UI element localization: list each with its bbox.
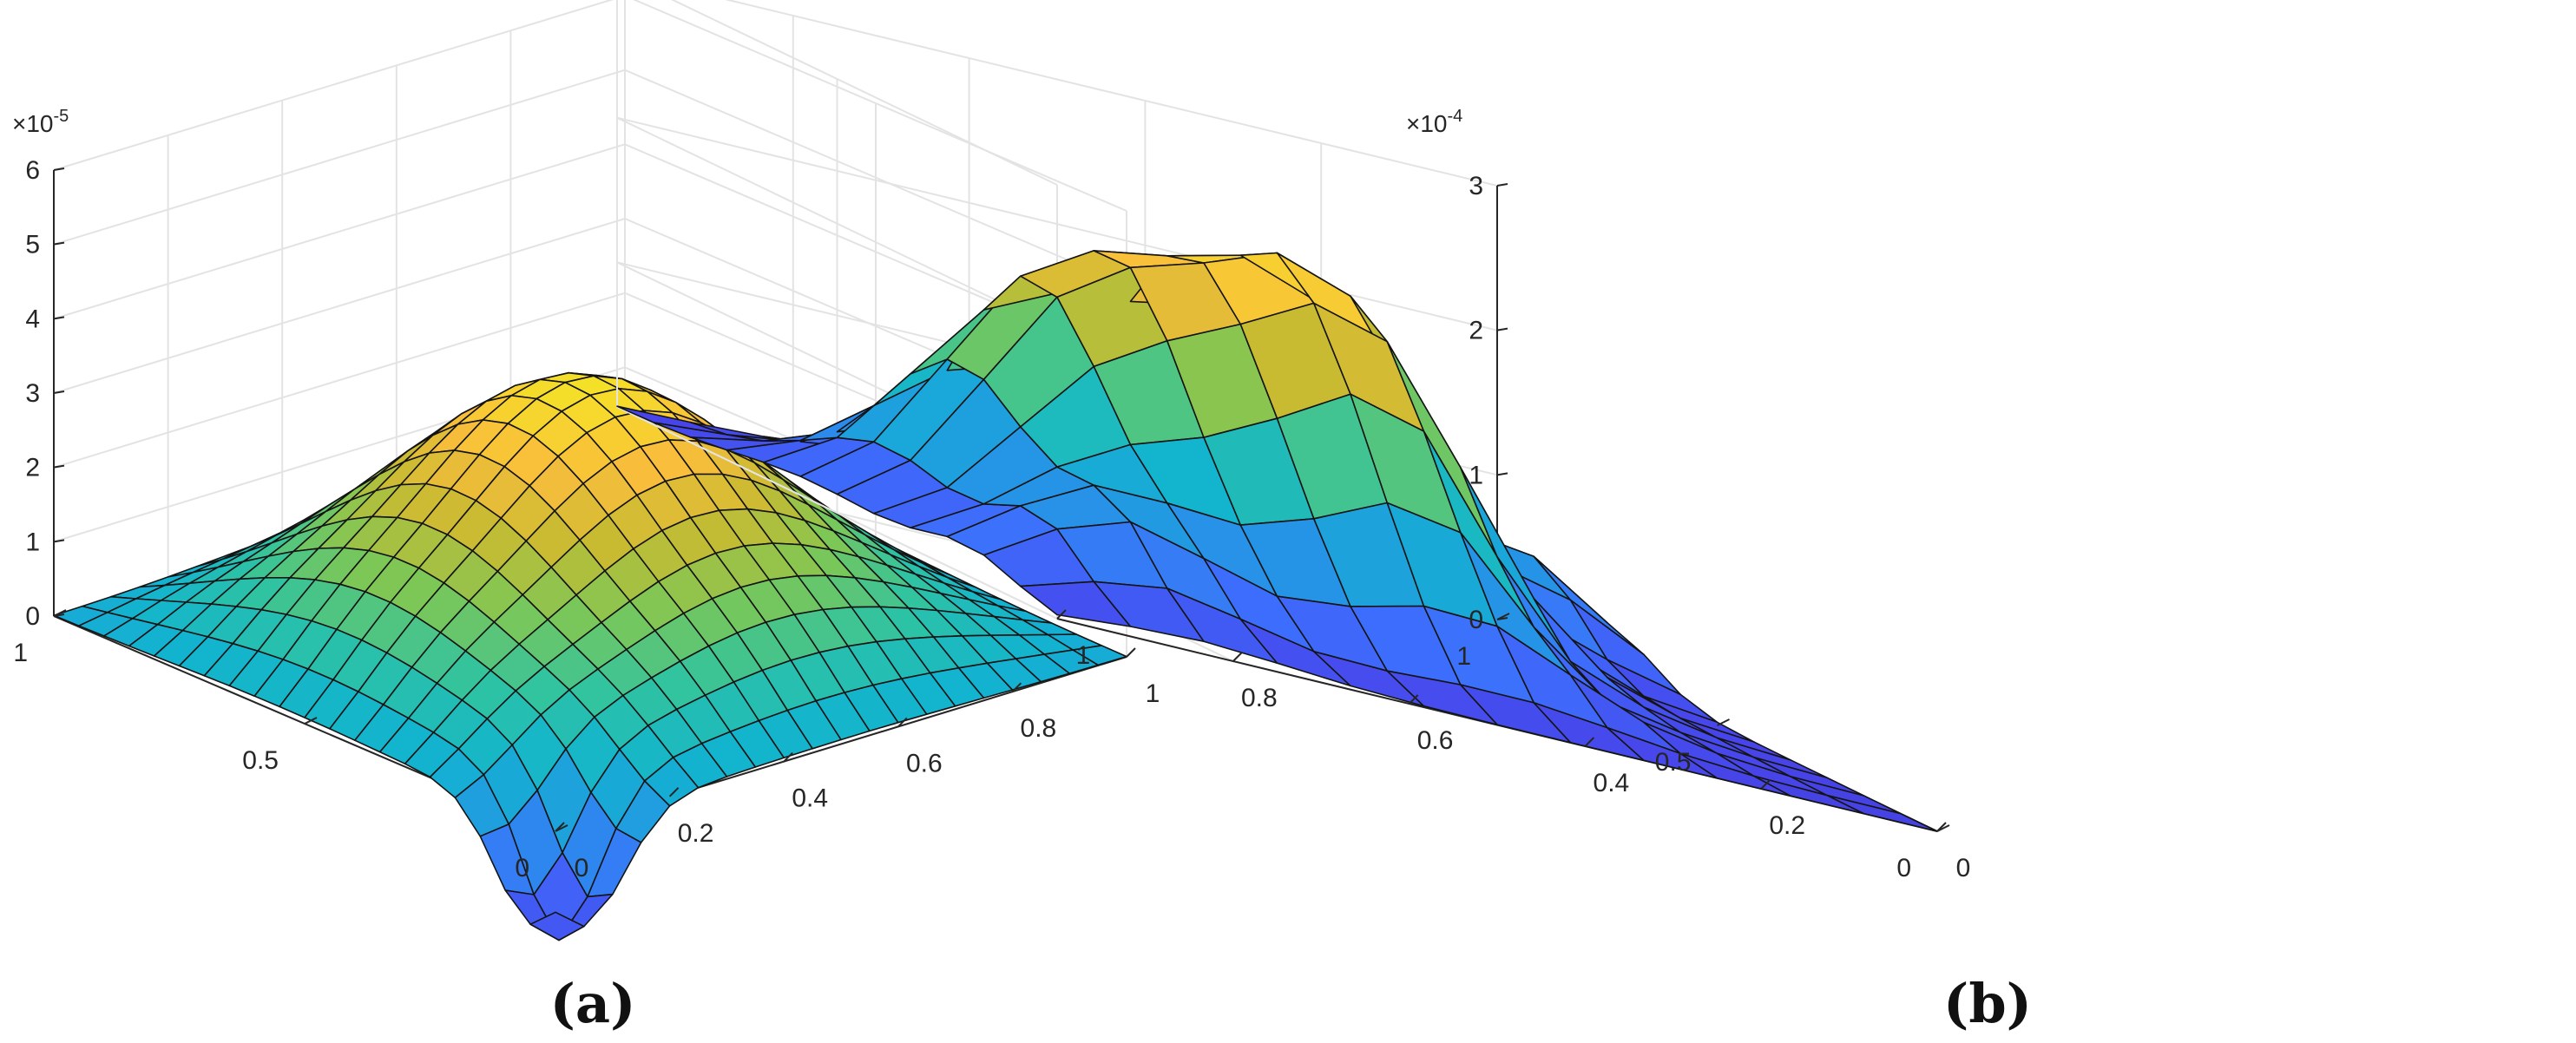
z-tick-label: 2: [25, 454, 40, 482]
z-tick-mark: [53, 316, 65, 320]
x-tick-label: 0.4: [792, 784, 828, 813]
y-tick-label: 1: [13, 639, 28, 667]
x-tick-label: 0: [575, 854, 589, 882]
grid-line-z: [53, 0, 1127, 212]
x-tick-label: 0.6: [906, 749, 943, 777]
x-tick-label: 1: [1146, 679, 1160, 708]
z-tick-label: 5: [25, 231, 40, 259]
x-tick-mark: [668, 787, 680, 797]
z-tick-mark: [53, 539, 65, 543]
y-tick-mark: [304, 717, 318, 725]
x-tick-label: 0: [1956, 854, 1971, 882]
surface-mesh-b: [616, 250, 1938, 832]
y-tick-mark: [1936, 824, 1950, 832]
z-tick-label: 2: [1469, 317, 1483, 345]
y-tick-label: 0.5: [1655, 748, 1692, 777]
z-exponent-label-a: ×10-5: [12, 107, 69, 137]
x-tick-mark: [1011, 682, 1022, 692]
z-tick-label: 4: [25, 305, 40, 333]
z-tick-label: 1: [1469, 461, 1483, 489]
x-tick-label: 0.2: [678, 819, 714, 848]
y-tick-label: 0: [1896, 854, 1911, 882]
x-tick-mark: [1584, 737, 1595, 747]
z-tick-label: 3: [1469, 172, 1483, 200]
z-tick-label: 0: [25, 602, 40, 631]
panel-label-a: (a): [550, 972, 636, 1035]
y-tick-label: 0.5: [242, 746, 279, 775]
x-tick-labels-a: 0 0.2 0.4 0.6 0.8 1: [555, 647, 1160, 882]
x-tick-label: 0.4: [1594, 769, 1630, 797]
z-tick-mark: [1496, 183, 1508, 187]
z-tick-mark: [53, 167, 65, 171]
surface-face: [529, 911, 585, 941]
z-tick-mark: [53, 241, 65, 246]
y-tick-mark: [555, 824, 568, 832]
z-tick-label: 1: [25, 528, 40, 556]
y-tick-mark: [53, 609, 67, 617]
x-tick-mark: [1056, 609, 1067, 620]
x-tick-label: 1: [1076, 641, 1091, 670]
x-tick-label: 0.8: [1241, 684, 1278, 712]
y-tick-labels-a: 00.51: [13, 609, 568, 882]
y-tick-mark: [1717, 718, 1730, 726]
x-tick-mark: [1232, 652, 1243, 662]
x-tick-labels-b: 0 0.2 0.4 0.6 0.8 1: [1056, 609, 1971, 882]
z-tick-label: 3: [25, 379, 40, 408]
x-tick-mark: [783, 751, 793, 763]
z-tick-label: 0: [1469, 606, 1483, 634]
grid-line-z: [671, 0, 1498, 187]
panel-label-b: (b): [1943, 972, 2032, 1035]
z-tick-labels-a: 0 1 2 3 4 5 6: [25, 156, 65, 631]
z-tick-label: 6: [25, 156, 40, 185]
x-tick-mark: [897, 717, 908, 728]
x-tick-label: 0.2: [1769, 811, 1805, 840]
x-tick-mark: [1760, 779, 1771, 790]
z-tick-mark: [1496, 327, 1508, 331]
y-tick-labels-b: 00.51: [1456, 613, 1950, 882]
surface-face: [1826, 794, 1938, 832]
y-tick-label: 1: [1456, 642, 1471, 671]
x-tick-mark: [1408, 694, 1419, 705]
z-exponent-label-b: ×10-4: [1406, 107, 1462, 137]
z-tick-mark: [53, 464, 65, 469]
x-tick-mark: [1126, 647, 1136, 658]
y-tick-label: 0: [515, 854, 529, 882]
y-tick-mark: [1496, 613, 1510, 620]
grid-line-z: [53, 69, 1127, 286]
z-tick-mark: [1496, 472, 1508, 476]
z-tick-mark: [53, 390, 65, 394]
x-tick-label: 0.8: [1021, 714, 1057, 743]
z-tick-labels-b: 0 1 2 3: [1469, 172, 1508, 634]
x-tick-label: 0.6: [1417, 726, 1454, 755]
